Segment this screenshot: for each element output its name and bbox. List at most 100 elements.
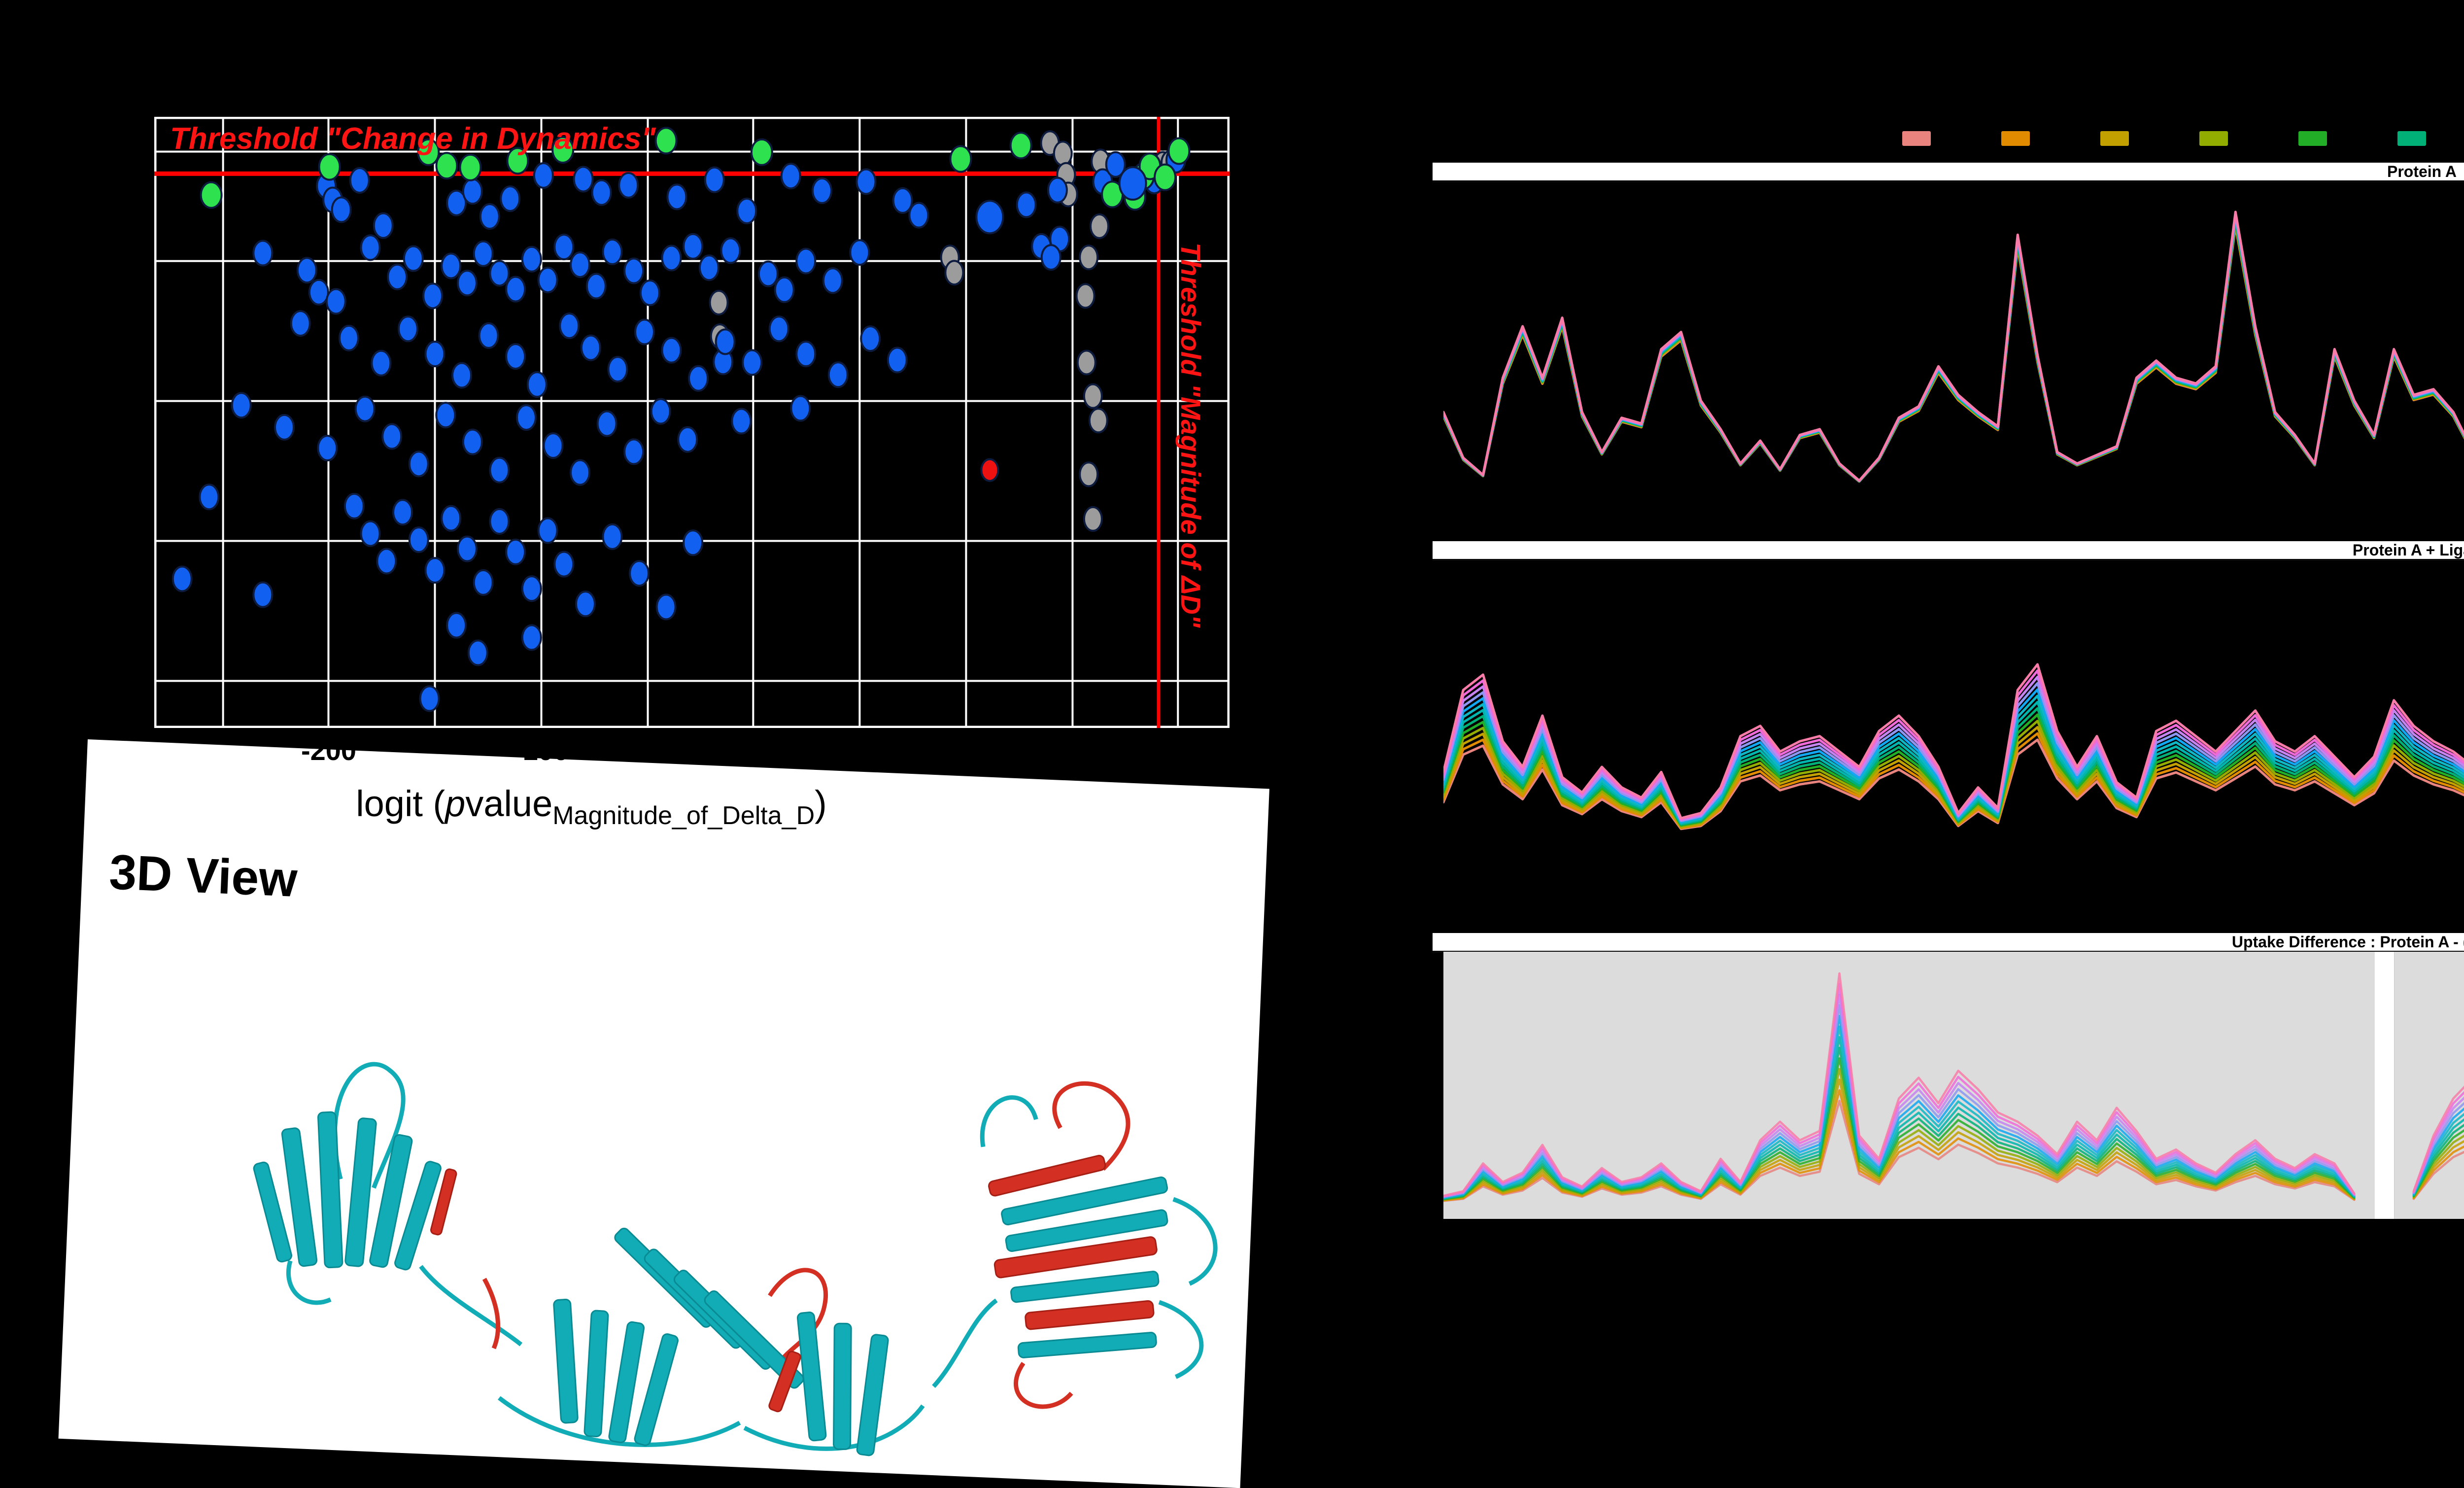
scatter-point-green[interactable] — [435, 152, 458, 180]
scatter-point-blue[interactable] — [683, 233, 704, 260]
scatter-point-blue[interactable] — [849, 239, 870, 266]
scatter-point-blue[interactable] — [500, 185, 521, 212]
uptake-chart-protein-a-ligand[interactable] — [1443, 574, 2464, 858]
scatter-point-blue[interactable] — [683, 529, 704, 556]
scatter-point-blue[interactable] — [408, 450, 429, 478]
scatter-point-green[interactable] — [1154, 163, 1177, 191]
scatter-point-blue[interactable] — [308, 278, 329, 306]
scatter-point-gray[interactable] — [944, 260, 964, 286]
scatter-point-blue[interactable] — [666, 183, 687, 210]
scatter-point-blue[interactable] — [381, 423, 403, 450]
scatter-point-blue[interactable] — [720, 237, 741, 264]
legend-swatch-6[interactable] — [2397, 131, 2426, 146]
scatter-point-blue[interactable] — [795, 341, 817, 368]
legend-swatch-4[interactable] — [2199, 131, 2228, 146]
scatter-point-blue[interactable] — [462, 428, 483, 455]
scatter-point-blue[interactable] — [422, 282, 444, 310]
scatter-point-blue[interactable] — [629, 560, 650, 587]
scatter-point-blue[interactable] — [467, 639, 488, 666]
scatter-point-blue[interactable] — [441, 505, 462, 532]
scatter-point-blue[interactable] — [908, 202, 929, 229]
scatter-point-blue[interactable] — [373, 212, 394, 239]
scatter-point-blue[interactable] — [585, 273, 607, 300]
scatter-point-blue[interactable] — [715, 328, 736, 355]
scatter-point-blue[interactable] — [408, 526, 429, 554]
scatter-point-blue[interactable] — [860, 325, 881, 352]
scatter-point-blue[interactable] — [435, 402, 456, 429]
scatter-point-blue[interactable] — [607, 356, 628, 383]
legend-swatch-5[interactable] — [2298, 131, 2327, 146]
scatter-point-blue[interactable] — [812, 177, 833, 205]
scatter-point-blue[interactable] — [451, 362, 473, 389]
scatter-point-blue[interactable] — [354, 395, 376, 422]
scatter-point-blue[interactable] — [591, 179, 612, 206]
scatter-point-green[interactable] — [654, 127, 678, 155]
scatter-point-blue[interactable] — [392, 499, 413, 526]
scatter-point-blue[interactable] — [376, 548, 397, 575]
scatter-point-green[interactable] — [318, 153, 341, 181]
scatter-point-blue[interactable] — [887, 346, 908, 374]
scatter-point-blue[interactable] — [553, 551, 575, 578]
scatter-point-blue[interactable] — [521, 245, 542, 273]
scatter-point-blue[interactable] — [1016, 191, 1037, 218]
scatter-point-blue[interactable] — [446, 612, 467, 639]
scatter-point-blue[interactable] — [505, 276, 526, 303]
scatter-point-blue[interactable] — [252, 581, 274, 608]
scatter-point-gray[interactable] — [1083, 383, 1103, 409]
scatter-point-green[interactable] — [949, 145, 972, 173]
scatter-point-blue[interactable] — [795, 247, 817, 275]
scatter-point-blue[interactable] — [424, 341, 445, 368]
scatter-point-blue[interactable] — [768, 315, 789, 343]
scatter-point-gray[interactable] — [1088, 408, 1108, 434]
scatter-point-blue[interactable] — [543, 432, 564, 459]
scatter-point-blue[interactable] — [537, 267, 558, 294]
scatter-point-green[interactable] — [506, 147, 529, 175]
scatter-point-gray[interactable] — [1079, 461, 1099, 487]
scatter-point-blue[interactable] — [742, 349, 763, 376]
scatter-point-green[interactable] — [200, 181, 223, 209]
scatter-point-blue[interactable] — [387, 263, 408, 290]
scatter-point-blue[interactable] — [602, 523, 623, 550]
scatter-point-blue[interactable] — [580, 334, 601, 361]
scatter-point-gray[interactable] — [1075, 283, 1095, 309]
scatter-point-blue[interactable] — [639, 279, 660, 307]
scatter-point-blue[interactable] — [661, 244, 682, 272]
scatter-point-blue[interactable] — [473, 240, 494, 267]
scatter-point-blue[interactable] — [774, 276, 795, 303]
scatter-point-blue[interactable] — [790, 395, 811, 422]
scatter-point-blue[interactable] — [634, 318, 655, 346]
scatter-point-green[interactable] — [459, 153, 482, 181]
scatter-point-blue[interactable] — [688, 365, 709, 392]
scatter-point-blue[interactable] — [677, 426, 698, 453]
scatter-point-blue[interactable] — [419, 685, 440, 712]
scatter-point-blue[interactable] — [892, 187, 913, 214]
protein-ribbon-viewport[interactable] — [181, 1010, 1258, 1488]
scatter-point-blue[interactable] — [505, 538, 526, 565]
scatter-point-blue[interactable] — [489, 508, 510, 535]
scatter-point-blue[interactable] — [403, 245, 424, 272]
scatter-point-blue[interactable] — [171, 565, 193, 592]
scatter-point-blue[interactable] — [596, 410, 617, 437]
scatter-point-blue[interactable] — [360, 234, 381, 261]
scatter-point-blue[interactable] — [290, 310, 311, 337]
scatter-point-blue[interactable] — [349, 167, 370, 194]
scatter-point-gray[interactable] — [1079, 244, 1099, 271]
scatter-point-gray[interactable] — [1053, 140, 1073, 167]
scatter-point-blue[interactable] — [473, 569, 494, 596]
scatter-point-blue[interactable] — [338, 324, 359, 351]
scatter-point-blue[interactable] — [736, 197, 757, 224]
scatter-point-blue[interactable] — [521, 575, 542, 602]
scatter-point-blue[interactable] — [274, 414, 295, 441]
scatter-point-blue[interactable] — [661, 337, 682, 364]
uptake-difference-chart[interactable] — [1443, 952, 2464, 1219]
scatter-point-blue[interactable] — [856, 168, 877, 195]
scatter-point-blue[interactable] — [573, 166, 594, 193]
scatter-point-blue[interactable] — [1040, 244, 1061, 271]
scatter-point-blue[interactable] — [618, 172, 639, 199]
scatter-point-blue[interactable] — [231, 392, 252, 419]
scatter-point-blue[interactable] — [252, 240, 274, 267]
scatter-point-blue_large[interactable] — [975, 200, 1004, 235]
scatter-point-blue[interactable] — [521, 624, 542, 651]
scatter-point-blue[interactable] — [456, 270, 478, 297]
scatter-point-blue[interactable] — [371, 349, 392, 377]
